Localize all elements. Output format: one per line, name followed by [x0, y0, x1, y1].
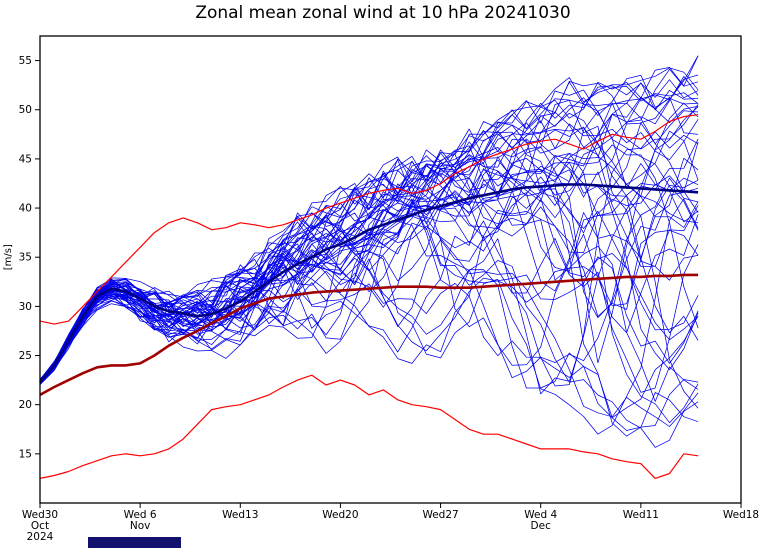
- ensemble-member-line: [39, 122, 699, 382]
- x-tick-label: Wed27: [422, 509, 458, 521]
- ensemble-member-line: [39, 153, 699, 402]
- y-tick-label: 50: [19, 104, 32, 116]
- x-tick-label: Wed 6 Nov: [124, 509, 157, 532]
- x-tick-label: Wed 4 Dec: [524, 509, 557, 532]
- y-tick-label: 45: [19, 153, 32, 165]
- ensemble-member-line: [39, 102, 699, 383]
- ensemble-member-line: [39, 222, 699, 448]
- plot-border: [39, 35, 742, 504]
- ensemble-member-line: [39, 220, 699, 419]
- ensemble-member-line: [39, 127, 699, 382]
- ensemble-member-line: [39, 106, 699, 395]
- x-tick-label: Wed30 Oct 2024: [22, 509, 58, 543]
- climatology-line: [39, 273, 699, 397]
- ensemble-member-line: [39, 130, 699, 383]
- y-tick-label: 25: [19, 350, 32, 362]
- ensemble-member-line: [39, 121, 699, 383]
- x-tick-label: Wed13: [222, 509, 258, 521]
- y-tick-label: 20: [19, 399, 32, 411]
- ensemble-member-line: [39, 102, 699, 382]
- footer-logo-bar: [88, 537, 181, 548]
- ensemble-member-line: [39, 214, 699, 427]
- ensemble-mean-line: [39, 183, 699, 383]
- ensemble-member-line: [39, 74, 699, 381]
- ensemble-member-line: [39, 183, 699, 384]
- ensemble-member-line: [39, 172, 699, 385]
- y-tick-label: 35: [19, 252, 32, 264]
- y-tick-label: 30: [19, 301, 32, 313]
- ensemble-member-line: [39, 156, 699, 409]
- ensemble-member-line: [39, 144, 699, 382]
- ensemble-member-line: [39, 122, 699, 383]
- lower-red-line: [39, 374, 699, 479]
- y-tick-label: 55: [19, 55, 32, 67]
- ensemble-member-line: [39, 99, 699, 381]
- upper-red-line: [39, 114, 699, 325]
- ensemble-member-line: [39, 112, 699, 381]
- y-axis-label: [m/s]: [3, 244, 14, 270]
- chart-title: Zonal mean zonal wind at 10 hPa 20241030: [195, 3, 571, 23]
- ensemble-member-line: [39, 131, 699, 381]
- x-tick-label: Wed20: [322, 509, 358, 521]
- x-tick-label: Wed11: [623, 509, 659, 521]
- ensemble-member-line: [39, 129, 699, 384]
- ensemble-member-line: [39, 174, 699, 393]
- y-tick-label: 15: [19, 448, 32, 460]
- ensemble-members-group: [39, 55, 699, 448]
- ensemble-member-line: [39, 102, 699, 383]
- x-tick-label: Wed18: [723, 509, 759, 521]
- ensemble-member-line: [39, 147, 699, 382]
- ensemble-member-line: [39, 157, 699, 383]
- y-tick-label: 40: [19, 203, 32, 215]
